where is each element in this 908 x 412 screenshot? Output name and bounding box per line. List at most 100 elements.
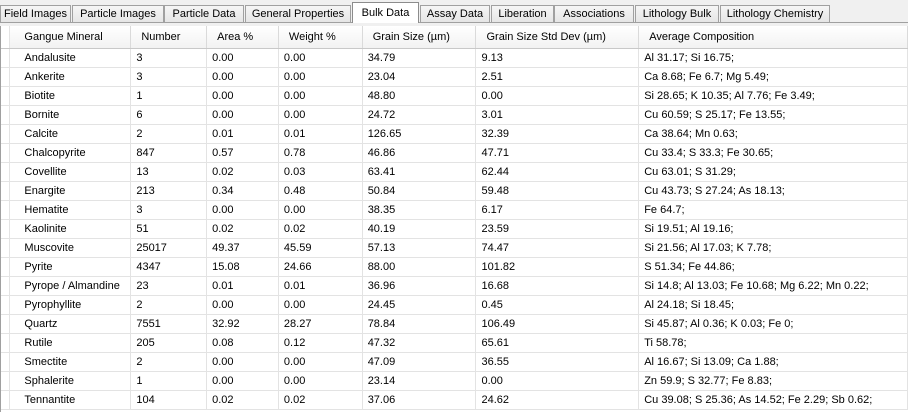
tab-associations[interactable]: Associations <box>554 5 634 22</box>
row-header[interactable] <box>1 48 11 68</box>
row-header[interactable] <box>1 390 11 410</box>
row-header[interactable] <box>1 200 11 220</box>
table-row[interactable]: Calcite 2 0.01 0.01 126.65 32.39 Ca 38.64; Mn … <box>1 124 908 144</box>
cell-area-percent: 0.00 <box>206 371 279 391</box>
cell-gangue-mineral: Kaolinite <box>9 219 132 239</box>
table-row[interactable]: Smectite 2 0.00 0.00 47.09 36.55 Al 16.67; Si … <box>1 352 908 372</box>
table-row[interactable]: Sphalerite 1 0.00 0.00 23.14 0.00 Zn 59.9; S 3… <box>1 371 908 391</box>
table-row[interactable]: Bornite 6 0.00 0.00 24.72 3.01 Cu 60.59; S 25.… <box>1 105 908 125</box>
tab-lithology-bulk[interactable]: Lithology Bulk <box>635 5 719 22</box>
table-row[interactable]: Pyrophyllite 2 0.00 0.00 24.45 0.45 Al 24.18; … <box>1 295 908 315</box>
tab-lithology-chemistry[interactable]: Lithology Chemistry <box>720 5 830 22</box>
row-header[interactable] <box>1 295 11 315</box>
column-header-average-composition[interactable]: Average Composition <box>638 26 908 49</box>
cell-average-composition: Ca 38.64; Mn 0.63; <box>638 124 908 144</box>
cell-number: 3 <box>130 48 208 68</box>
row-header[interactable] <box>1 352 11 372</box>
cell-number: 2 <box>130 124 208 144</box>
tab-field-images[interactable]: Field Images <box>0 5 71 22</box>
column-header-weight-percent[interactable]: Weight % <box>278 26 363 49</box>
table-row[interactable]: Rutile 205 0.08 0.12 47.32 65.61 Ti 58.78; <box>1 333 908 353</box>
tab-particle-images[interactable]: Particle Images <box>72 5 164 22</box>
row-header[interactable] <box>1 105 11 125</box>
row-header[interactable] <box>1 162 11 182</box>
column-header-grain-size[interactable]: Grain Size (µm) <box>362 26 477 49</box>
cell-gangue-mineral: Rutile <box>9 333 132 353</box>
tab-assay-data[interactable]: Assay Data <box>420 5 490 22</box>
tab-particle-data[interactable]: Particle Data <box>164 5 244 22</box>
cell-area-percent: 0.00 <box>206 86 279 106</box>
table-row[interactable]: Hematite 3 0.00 0.00 38.35 6.17 Fe 64.7; <box>1 200 908 220</box>
column-header-area-percent[interactable]: Area % <box>206 26 279 49</box>
tab-general-properties[interactable]: General Properties <box>245 5 351 22</box>
table-row[interactable]: Biotite 1 0.00 0.00 48.80 0.00 Si 28.65; K 10.… <box>1 86 908 106</box>
column-header-number[interactable]: Number <box>130 26 208 49</box>
bulk-data-grid: Gangue Mineral Number Area % Weight % Grain … <box>0 26 908 412</box>
cell-gangue-mineral: Muscovite <box>9 238 132 258</box>
cell-grain-size-std-dev: 16.68 <box>475 276 640 296</box>
cell-grain-size-std-dev: 23.59 <box>475 219 640 239</box>
cell-grain-size: 37.06 <box>362 390 477 410</box>
table-header-row: Gangue Mineral Number Area % Weight % Grain … <box>1 26 908 49</box>
cell-weight-percent: 0.00 <box>278 371 363 391</box>
cell-area-percent: 0.00 <box>206 295 279 315</box>
cell-number: 51 <box>130 219 208 239</box>
cell-gangue-mineral: Bornite <box>9 105 132 125</box>
tab-bulk-data[interactable]: Bulk Data <box>352 2 419 23</box>
cell-grain-size-std-dev: 65.61 <box>475 333 640 353</box>
cell-number: 23 <box>130 276 208 296</box>
cell-number: 25017 <box>130 238 208 258</box>
table-row[interactable]: Quartz 7551 32.92 28.27 78.84 106.49 Si 45.87;… <box>1 314 908 334</box>
row-header[interactable] <box>1 181 11 201</box>
cell-average-composition: S 51.34; Fe 44.86; <box>638 257 908 277</box>
table-row[interactable]: Enargite 213 0.34 0.48 50.84 59.48 Cu 43.73; S… <box>1 181 908 201</box>
table-row[interactable]: Ankerite 3 0.00 0.00 23.04 2.51 Ca 8.68; Fe 6.… <box>1 67 908 87</box>
cell-weight-percent: 0.00 <box>278 352 363 372</box>
cell-number: 213 <box>130 181 208 201</box>
cell-grain-size: 47.09 <box>362 352 477 372</box>
cell-area-percent: 0.02 <box>206 390 279 410</box>
cell-average-composition: Cu 60.59; S 25.17; Fe 13.55; <box>638 105 908 125</box>
cell-weight-percent: 0.00 <box>278 105 363 125</box>
table-row[interactable]: Muscovite 25017 49.37 45.59 57.13 74.47 Si 21.… <box>1 238 908 258</box>
cell-number: 1 <box>130 86 208 106</box>
row-header[interactable] <box>1 219 11 239</box>
tab-liberation[interactable]: Liberation <box>491 5 554 22</box>
cell-weight-percent: 24.66 <box>278 257 363 277</box>
cell-average-composition: Si 14.8; Al 13.03; Fe 10.68; Mg 6.22; Mn… <box>638 276 908 296</box>
cell-grain-size-std-dev: 0.00 <box>475 371 640 391</box>
cell-gangue-mineral: Pyrophyllite <box>9 295 132 315</box>
cell-number: 205 <box>130 333 208 353</box>
column-header-grain-size-std-dev[interactable]: Grain Size Std Dev (µm) <box>475 26 640 49</box>
cell-area-percent: 0.34 <box>206 181 279 201</box>
row-header[interactable] <box>1 371 11 391</box>
cell-grain-size-std-dev: 2.51 <box>475 67 640 87</box>
row-header[interactable] <box>1 276 11 296</box>
row-header[interactable] <box>1 238 11 258</box>
table-row[interactable]: Pyrope / Almandine 23 0.01 0.01 36.96 16.68 Si… <box>1 276 908 296</box>
column-header-gangue-mineral[interactable]: Gangue Mineral <box>9 26 132 49</box>
cell-grain-size-std-dev: 74.47 <box>475 238 640 258</box>
cell-average-composition: Si 19.51; Al 19.16; <box>638 219 908 239</box>
row-header[interactable] <box>1 257 11 277</box>
cell-number: 2 <box>130 295 208 315</box>
cell-grain-size: 126.65 <box>362 124 477 144</box>
cell-area-percent: 0.00 <box>206 105 279 125</box>
table-row[interactable]: Kaolinite 51 0.02 0.02 40.19 23.59 Si 19.51; A… <box>1 219 908 239</box>
cell-weight-percent: 28.27 <box>278 314 363 334</box>
table-row[interactable]: Andalusite 3 0.00 0.00 34.79 9.13 Al 31.17; Si… <box>1 48 908 68</box>
row-header[interactable] <box>1 314 11 334</box>
table-row[interactable]: Tennantite 104 0.02 0.02 37.06 24.62 Cu 39.08;… <box>1 390 908 410</box>
cell-grain-size-std-dev: 24.62 <box>475 390 640 410</box>
row-header[interactable] <box>1 67 11 87</box>
row-header[interactable] <box>1 86 11 106</box>
row-header[interactable] <box>1 333 11 353</box>
cell-number: 4347 <box>130 257 208 277</box>
table-row[interactable]: Pyrite 4347 15.08 24.66 88.00 101.82 S 51.34; … <box>1 257 908 277</box>
table-row[interactable]: Covellite 13 0.02 0.03 63.41 62.44 Cu 63.01; S… <box>1 162 908 182</box>
row-header[interactable] <box>1 143 11 163</box>
cell-average-composition: Fe 64.7; <box>638 200 908 220</box>
table-row[interactable]: Chalcopyrite 847 0.57 0.78 46.86 47.71 Cu 33.4… <box>1 143 908 163</box>
row-header[interactable] <box>1 124 11 144</box>
cell-number: 1 <box>130 371 208 391</box>
